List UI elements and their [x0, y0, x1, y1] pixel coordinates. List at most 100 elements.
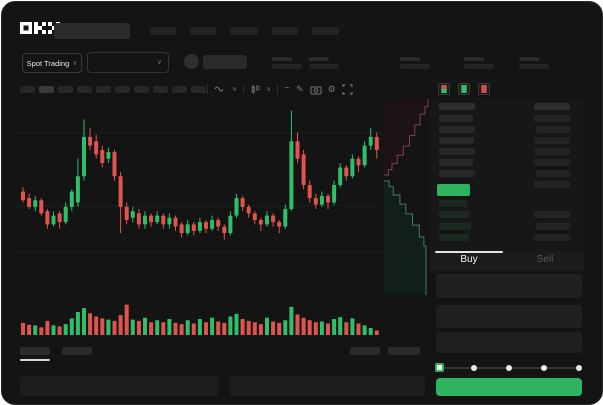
bid-price-bar — [439, 222, 471, 230]
bottom-tab-0[interactable] — [20, 347, 50, 355]
timeframe-pill-2[interactable] — [58, 86, 73, 93]
settings-gear-icon[interactable]: ⚙ — [327, 84, 336, 94]
ask-row-3[interactable] — [430, 148, 584, 157]
nav-item-3[interactable] — [272, 27, 298, 35]
tab-buy[interactable]: Buy — [460, 254, 478, 265]
divider — [277, 84, 279, 94]
stat-value-bar — [519, 64, 549, 69]
ask-row-4[interactable] — [430, 159, 584, 168]
timeframe-toolbar — [20, 86, 206, 93]
ask-amount-bar — [535, 148, 570, 155]
history-panel — [230, 376, 425, 396]
bottom-right-pill-0[interactable] — [350, 347, 380, 355]
bid-amount-bar — [534, 233, 570, 241]
bid-row-0[interactable] — [430, 200, 584, 209]
nav-item-4[interactable] — [312, 27, 339, 35]
slider-dot-4[interactable] — [576, 364, 582, 371]
slider-dot-1[interactable] — [471, 364, 477, 371]
ask-row-2[interactable] — [430, 137, 584, 146]
timeframe-pill-3[interactable] — [77, 86, 92, 93]
bid-row-1[interactable] — [430, 211, 584, 220]
orderbook-rows — [430, 98, 584, 251]
bottom-right-pills — [350, 347, 420, 355]
ask-row-0[interactable] — [430, 115, 584, 124]
pair-avatar — [184, 54, 199, 69]
pair-name-button[interactable] — [203, 55, 247, 69]
ask-amount-bar — [534, 137, 570, 144]
bid-row-3[interactable] — [430, 233, 584, 243]
bid-row-2[interactable] — [430, 222, 584, 232]
order-price-field[interactable] — [436, 274, 582, 298]
depth-chart[interactable] — [382, 97, 432, 295]
stat-value-bar — [464, 64, 494, 69]
chevron-down-icon[interactable]: ∨ — [266, 86, 272, 93]
ask-row-1[interactable] — [430, 126, 584, 135]
pair-selector[interactable]: ∨ — [87, 52, 169, 73]
nav-item-1[interactable] — [190, 27, 216, 35]
bottom-tab-underline — [20, 359, 50, 361]
candlestick-chart[interactable] — [16, 102, 382, 338]
trade-tabs: Buy Sell — [430, 251, 584, 271]
last-price-bar[interactable] — [437, 184, 470, 196]
timeframe-pill-0[interactable] — [20, 86, 35, 93]
ask-price-bar — [439, 170, 475, 177]
nav-item-0[interactable] — [150, 27, 176, 35]
book-combined-icon[interactable] — [438, 83, 450, 95]
buy-submit-button[interactable] — [436, 378, 582, 396]
stat-label-bar — [272, 57, 292, 61]
bid-price-bar — [439, 200, 467, 207]
candle-style-icon[interactable] — [250, 84, 260, 95]
ask-price-bar — [439, 115, 473, 122]
ask-price-bar — [439, 159, 473, 166]
stat-label-bar — [519, 57, 539, 61]
search-input[interactable] — [54, 23, 130, 39]
ask-price-bar — [439, 148, 475, 155]
fullscreen-expand-icon[interactable] — [342, 83, 353, 95]
ob-header-amount-bar — [534, 103, 570, 110]
slider-dot-3[interactable] — [541, 364, 547, 371]
stat-value-bar — [309, 64, 339, 69]
timeframe-pill-9[interactable] — [191, 86, 206, 93]
ask-amount-bar — [536, 170, 570, 177]
stat-group-1 — [309, 57, 339, 70]
book-bids-only-icon[interactable] — [458, 83, 470, 95]
book-asks-only-icon[interactable] — [478, 83, 490, 95]
ask-row-6[interactable] — [430, 181, 584, 190]
divider — [243, 84, 245, 94]
order-amount-field[interactable] — [436, 305, 582, 328]
timeframe-pill-4[interactable] — [96, 86, 111, 93]
tab-sell[interactable]: Sell — [536, 254, 554, 265]
bottom-right-pill-1[interactable] — [388, 347, 420, 355]
timeframe-pill-6[interactable] — [134, 86, 149, 93]
timeframe-pill-1[interactable] — [39, 86, 54, 93]
amount-slider[interactable] — [434, 362, 582, 374]
slider-dot-2[interactable] — [506, 364, 512, 371]
timeframe-pill-8[interactable] — [172, 86, 187, 93]
nav-item-2[interactable] — [230, 27, 258, 35]
chevron-down-icon[interactable]: ∨ — [232, 86, 238, 93]
order-total-field[interactable] — [436, 332, 582, 353]
camera-icon[interactable] — [310, 84, 322, 95]
bid-amount-bar — [536, 222, 570, 230]
ask-amount-bar — [534, 159, 570, 166]
draw-pencil-icon[interactable]: ✎ — [296, 84, 304, 94]
stat-group-2 — [400, 57, 430, 70]
bid-price-bar — [439, 211, 469, 219]
stat-group-3 — [464, 57, 494, 70]
line-type-icon[interactable]: ~ — [284, 83, 291, 94]
slider-handle[interactable] — [434, 363, 444, 372]
bottom-tab-1[interactable] — [62, 347, 92, 355]
stat-label-bar — [464, 57, 484, 61]
ask-price-bar — [439, 126, 475, 133]
bid-amount-bar — [534, 211, 570, 219]
ask-amount-bar — [534, 181, 570, 188]
ask-row-5[interactable] — [430, 170, 584, 179]
market-type-label: Spot Trading — [26, 58, 70, 68]
market-type-selector[interactable]: Spot Trading ∨ — [22, 53, 82, 73]
timeframe-pill-5[interactable] — [115, 86, 130, 93]
indicator-wave-icon[interactable] — [214, 84, 226, 94]
timeframe-pill-7[interactable] — [153, 86, 168, 93]
bid-price-bar — [439, 233, 469, 241]
